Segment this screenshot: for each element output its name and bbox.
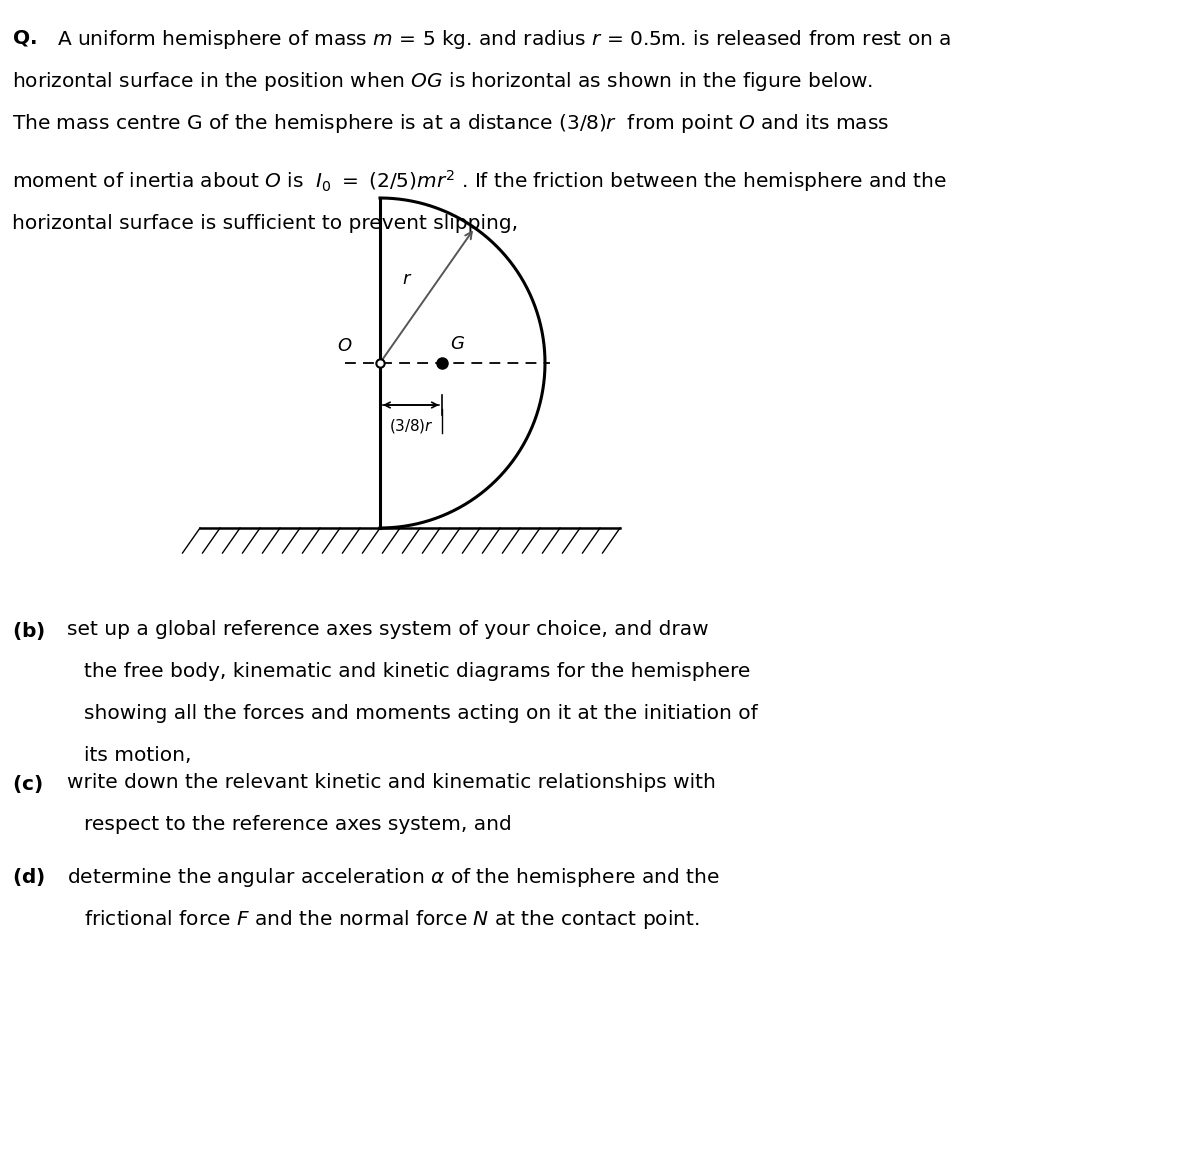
Text: set up a global reference axes system of your choice, and draw: set up a global reference axes system of… <box>67 620 709 639</box>
Text: moment of inertia about $O$ is  $I_0$ $=$ $(2/5)$$mr^2$ . If the friction betwee: moment of inertia about $O$ is $I_0$ $=$… <box>12 168 947 193</box>
Text: frictional force $F$ and the normal force $N$ at the contact point.: frictional force $F$ and the normal forc… <box>84 908 700 931</box>
Text: The mass centre G of the hemisphere is at a distance $(3/8)r$  from point $O$ an: The mass centre G of the hemisphere is a… <box>12 112 889 135</box>
Text: determine the angular acceleration $\alpha$ of the hemisphere and the: determine the angular acceleration $\alp… <box>67 866 719 889</box>
Text: $r$: $r$ <box>402 270 413 287</box>
Text: A uniform hemisphere of mass $m$ = 5 kg. and radius $r$ = 0.5m. is released from: A uniform hemisphere of mass $m$ = 5 kg.… <box>58 28 952 51</box>
Text: horizontal surface is sufficient to prevent slipping,: horizontal surface is sufficient to prev… <box>12 214 518 233</box>
Text: its motion,: its motion, <box>84 746 192 765</box>
Text: $(3/8)r$: $(3/8)r$ <box>389 417 433 435</box>
Text: showing all the forces and moments acting on it at the initiation of: showing all the forces and moments actin… <box>84 704 757 723</box>
Text: respect to the reference axes system, and: respect to the reference axes system, an… <box>84 815 511 834</box>
Text: $O$: $O$ <box>336 337 352 356</box>
Text: $\mathbf{(c)}$: $\mathbf{(c)}$ <box>12 774 43 796</box>
Text: $G$: $G$ <box>450 335 464 353</box>
Text: the free body, kinematic and kinetic diagrams for the hemisphere: the free body, kinematic and kinetic dia… <box>84 662 750 681</box>
Text: $\mathbf{(d)}$: $\mathbf{(d)}$ <box>12 866 46 888</box>
Text: write down the relevant kinetic and kinematic relationships with: write down the relevant kinetic and kine… <box>67 774 716 792</box>
Text: horizontal surface in the position when $OG$ is horizontal as shown in the figur: horizontal surface in the position when … <box>12 69 874 93</box>
Text: $\mathbf{Q.}$: $\mathbf{Q.}$ <box>12 28 37 47</box>
Text: $\mathbf{(b)}$: $\mathbf{(b)}$ <box>12 620 46 642</box>
